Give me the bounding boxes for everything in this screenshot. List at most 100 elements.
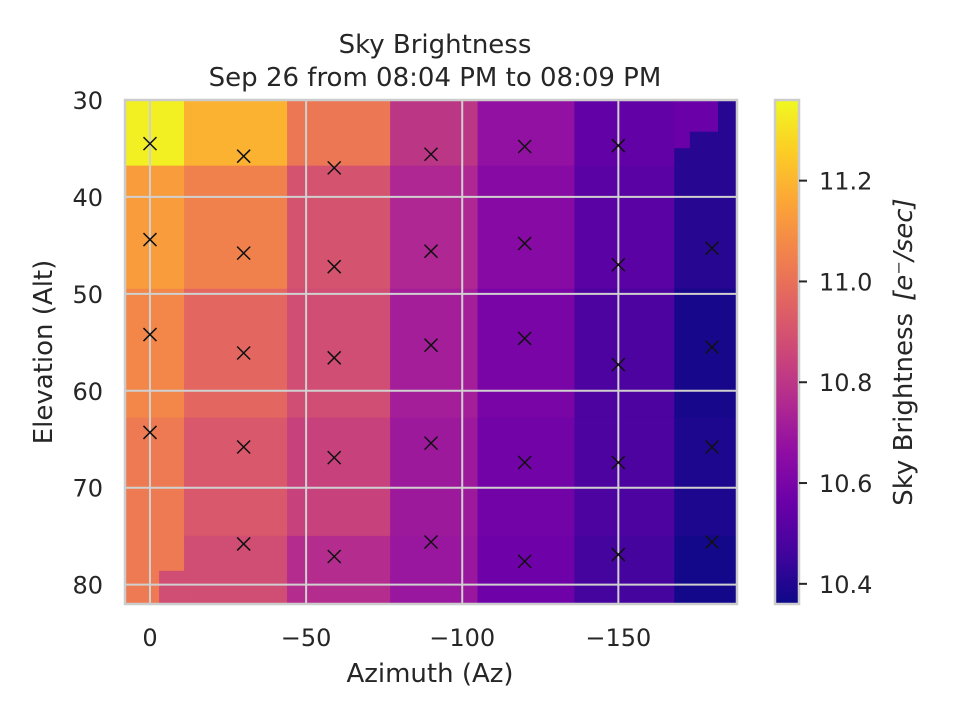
heatmap-cell <box>674 100 720 133</box>
heatmap-cell <box>184 417 289 538</box>
heatmap-cell <box>125 570 161 604</box>
x-tick-label: −100 <box>429 624 495 652</box>
sample-point-marker <box>423 436 439 451</box>
heatmap-cell <box>287 535 392 604</box>
x-tick-label: −50 <box>281 624 332 652</box>
sample-point-marker <box>517 455 532 470</box>
y-tick-label: 70 <box>72 475 103 503</box>
heatmap-cell <box>184 288 289 419</box>
chart-title: Sky Brightness <box>338 30 532 60</box>
heatmap-cell <box>674 535 737 604</box>
sample-point-marker <box>423 147 439 162</box>
heatmap-cell <box>674 148 737 290</box>
y-tick-label: 50 <box>72 281 103 309</box>
heatmap-cell <box>390 100 479 167</box>
heatmap-cell <box>184 535 289 604</box>
heatmap-cell <box>477 288 576 419</box>
heatmap-cell <box>287 165 392 290</box>
colorbar-unit-label: [e⁻/sec] <box>889 198 919 301</box>
heatmap-cell <box>287 417 392 538</box>
sample-point-marker <box>423 338 439 353</box>
sample-point-marker <box>142 232 158 247</box>
heatmap-cell <box>184 100 289 167</box>
sample-point-marker <box>423 244 439 259</box>
heatmap-cell <box>674 131 692 150</box>
sample-point-marker <box>704 439 720 455</box>
heatmap-cell <box>574 535 676 604</box>
colorbar-tick-label: 11.2 <box>819 168 872 196</box>
sample-point-marker <box>517 331 532 346</box>
sample-point-marker <box>142 425 158 440</box>
sample-point-marker <box>611 138 626 153</box>
y-tick-label: 60 <box>72 378 103 406</box>
x-tick-label: 0 <box>142 624 157 652</box>
sample-point-marker <box>423 534 439 549</box>
chart-subtitle: Sep 26 from 08:04 PM to 08:09 PM <box>208 63 662 93</box>
heatmap-cell <box>184 165 289 290</box>
heatmap-cell <box>689 131 737 150</box>
heatmap-cell <box>477 535 576 604</box>
colorbar-ticks: 10.4 10.6 10.8 11.0 11.2 <box>799 168 872 599</box>
y-tick-label: 40 <box>72 184 103 212</box>
heatmap-cell <box>718 100 737 133</box>
sample-point-marker <box>142 136 158 151</box>
heatmap-cell <box>159 570 186 604</box>
sample-point-marker <box>704 241 720 256</box>
sample-point-marker <box>517 139 532 154</box>
colorbar-tick-label: 10.6 <box>819 470 872 498</box>
heatmap-cell <box>574 417 676 538</box>
heatmap-cell <box>390 288 479 419</box>
sample-point-marker <box>611 455 626 470</box>
colorbar-tick-label: 10.4 <box>819 571 872 599</box>
heatmap-cell <box>574 165 676 290</box>
sample-point-marker <box>327 450 342 465</box>
x-tick-label: −150 <box>585 624 651 652</box>
heatmap-cell <box>125 100 186 167</box>
colorbar-tick-label: 11.0 <box>819 268 872 296</box>
sample-point-marker <box>327 160 342 175</box>
sample-point-marker <box>704 534 720 549</box>
sample-point-marker <box>611 357 626 372</box>
y-tick-label: 80 <box>72 572 103 600</box>
heatmap-cell <box>477 417 576 538</box>
x-axis-label: Azimuth (Az) <box>346 659 513 689</box>
heatmap-cell <box>390 165 479 290</box>
heatmap-cell <box>125 288 186 419</box>
heatmap-cell <box>574 288 676 419</box>
sample-points <box>142 136 720 569</box>
heatmap-cell <box>125 417 186 554</box>
sample-point-marker <box>704 340 720 355</box>
sample-point-marker <box>611 547 626 562</box>
grid-lines <box>125 100 737 604</box>
sample-point-marker <box>236 246 251 261</box>
heatmap-cell <box>674 417 737 538</box>
heatmap-cell <box>477 100 576 167</box>
colorbar-label-text: Sky Brightness <box>889 313 919 506</box>
heatmap-cell <box>390 417 479 538</box>
sample-point-marker <box>327 549 342 564</box>
heatmap-cell <box>574 100 676 167</box>
heatmap-cell <box>287 100 392 167</box>
sample-point-marker <box>142 327 158 342</box>
colorbar <box>773 98 801 606</box>
sample-point-marker <box>327 259 342 274</box>
sample-point-marker <box>517 554 532 569</box>
colorbar-label: Sky Brightness [e⁻/sec] <box>889 198 919 505</box>
y-axis-ticks: 30 40 50 60 70 80 <box>72 87 103 600</box>
heatmap-cell <box>390 535 479 604</box>
x-axis-ticks: 0 −50 −100 −150 <box>142 624 651 652</box>
y-axis-label: Elevation (Alt) <box>29 260 59 445</box>
sample-point-marker <box>236 149 251 164</box>
heatmap-cell <box>477 165 576 290</box>
sample-point-marker <box>327 350 342 365</box>
heatmap-cell <box>125 165 186 290</box>
sample-point-marker <box>236 536 251 551</box>
sample-point-marker <box>517 236 532 251</box>
sample-point-marker <box>236 439 251 455</box>
sample-point-marker <box>611 257 626 272</box>
y-tick-label: 30 <box>72 87 103 115</box>
heatmap-cells <box>125 100 737 604</box>
colorbar-tick-label: 10.8 <box>819 369 872 397</box>
plot-frame <box>123 98 739 606</box>
